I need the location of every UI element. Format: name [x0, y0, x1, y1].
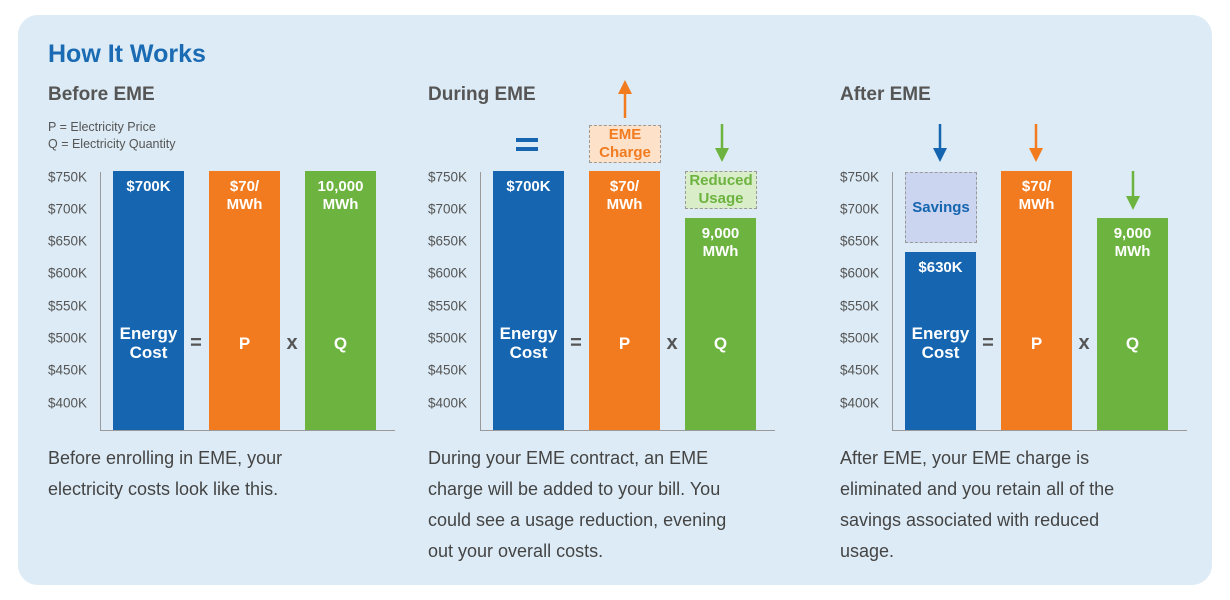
y-tick-label: $750K: [428, 169, 468, 185]
legend-price: P = Electricity Price: [48, 120, 156, 134]
y-tick-label: $650K: [48, 233, 88, 249]
quantity-bar: 10,000 MWh Q: [305, 171, 376, 430]
bar-value: $700K: [506, 178, 551, 195]
equals-sign: =: [982, 332, 994, 354]
y-axis: [892, 172, 893, 430]
bar-value: $70/: [609, 178, 640, 195]
q-label: Q: [333, 334, 348, 353]
y-tick-label: $500K: [840, 330, 880, 346]
panel-heading: After EME: [840, 84, 931, 105]
y-tick-label: $650K: [840, 233, 880, 249]
y-tick-label: $450K: [48, 362, 88, 378]
legend-quantity: Q = Electricity Quantity: [48, 137, 176, 151]
panel-1: During EME $750K $700K $650K $600K $550K $500K…: [380, 0, 780, 600]
times-sign: x: [1078, 332, 1090, 354]
bar-value: 9,000: [1113, 225, 1152, 242]
panel-description: After EME, your EME charge is eliminated…: [840, 448, 1115, 561]
y-tick-label: $400K: [428, 395, 468, 411]
y-tick-label: $600K: [428, 265, 468, 281]
x-axis: [100, 430, 395, 431]
energy-cost-bar: $700K Energy Cost: [493, 171, 564, 430]
q-label: Q: [713, 334, 728, 353]
panel-description: During your EME contract, an EME charge …: [428, 448, 727, 561]
y-tick-label: $400K: [48, 395, 88, 411]
y-tick-label: $650K: [428, 233, 468, 249]
equals-icon: [516, 138, 538, 155]
energy-cost-label: Energy Cost: [119, 324, 178, 362]
equals-sign: =: [190, 332, 202, 354]
eme-charge-note: EME Charge: [589, 125, 661, 163]
panel-0: Before EME P = Electricity Price Q = Elect…: [0, 0, 400, 600]
reduced-usage-note: Reduced Usage: [685, 171, 757, 209]
bar-value: $70/: [1021, 178, 1052, 195]
times-sign: x: [286, 332, 298, 354]
arrow-down-icon: [1126, 171, 1140, 210]
x-axis: [892, 430, 1187, 431]
energy-cost-bar: $630K Energy Cost: [905, 252, 976, 430]
x-axis: [480, 430, 775, 431]
arrow-down-icon: [933, 124, 947, 162]
panel-heading: During EME: [428, 84, 536, 105]
y-tick-label: $700K: [48, 201, 88, 217]
y-tick-label: $500K: [48, 330, 88, 346]
q-label: Q: [1125, 334, 1140, 353]
y-tick-label: $700K: [428, 201, 468, 217]
arrow-up-icon: [618, 80, 632, 118]
arrow-down-icon: [1029, 124, 1043, 162]
y-tick-label: $600K: [840, 265, 880, 281]
price-bar: $70/MWh P: [589, 171, 660, 430]
quantity-bar: 9,000 MWh Q: [1097, 218, 1168, 430]
y-tick-label: $550K: [48, 298, 88, 314]
y-tick-label: $700K: [840, 201, 880, 217]
bar-value: $70/: [229, 178, 260, 195]
bar-value: $700K: [126, 178, 171, 195]
y-tick-label: $750K: [48, 169, 88, 185]
y-tick-label: $500K: [428, 330, 468, 346]
y-tick-label: $550K: [428, 298, 468, 314]
y-tick-label: $750K: [840, 169, 880, 185]
panel-heading: Before EME: [48, 84, 155, 105]
y-tick-label: $450K: [840, 362, 880, 378]
energy-cost-label: Energy Cost: [911, 324, 970, 362]
quantity-bar: 9,000 MWh Q: [685, 218, 756, 430]
panel-2: After EME $750K $700K $650K $600K $550K $500K $…: [792, 0, 1192, 600]
arrow-down-icon: [715, 124, 729, 162]
p-label: P: [238, 334, 251, 353]
legend: P = Electricity Price Q = Electricity Qua…: [48, 119, 175, 153]
y-axis: [480, 172, 481, 430]
y-tick-label: $550K: [840, 298, 880, 314]
y-tick-label: $450K: [428, 362, 468, 378]
p-label: P: [1030, 334, 1043, 353]
p-label: P: [618, 334, 631, 353]
times-sign: x: [666, 332, 678, 354]
y-tick-label: $600K: [48, 265, 88, 281]
price-bar: $70/MWh P: [209, 171, 280, 430]
y-tick-label: $400K: [840, 395, 880, 411]
energy-cost-label: Energy Cost: [499, 324, 558, 362]
panel-description: Before enrolling in EME, your electricit…: [48, 448, 283, 499]
energy-cost-bar: $700K Energy Cost: [113, 171, 184, 430]
y-axis: [100, 172, 101, 430]
savings-note: Savings: [905, 172, 977, 243]
bar-value: 10,000: [317, 178, 364, 195]
bar-value: $630K: [918, 259, 963, 276]
page-title: How It Works: [48, 40, 206, 68]
bar-value: 9,000: [701, 225, 740, 242]
price-bar: $70/MWh P: [1001, 171, 1072, 430]
equals-sign: =: [570, 332, 582, 354]
